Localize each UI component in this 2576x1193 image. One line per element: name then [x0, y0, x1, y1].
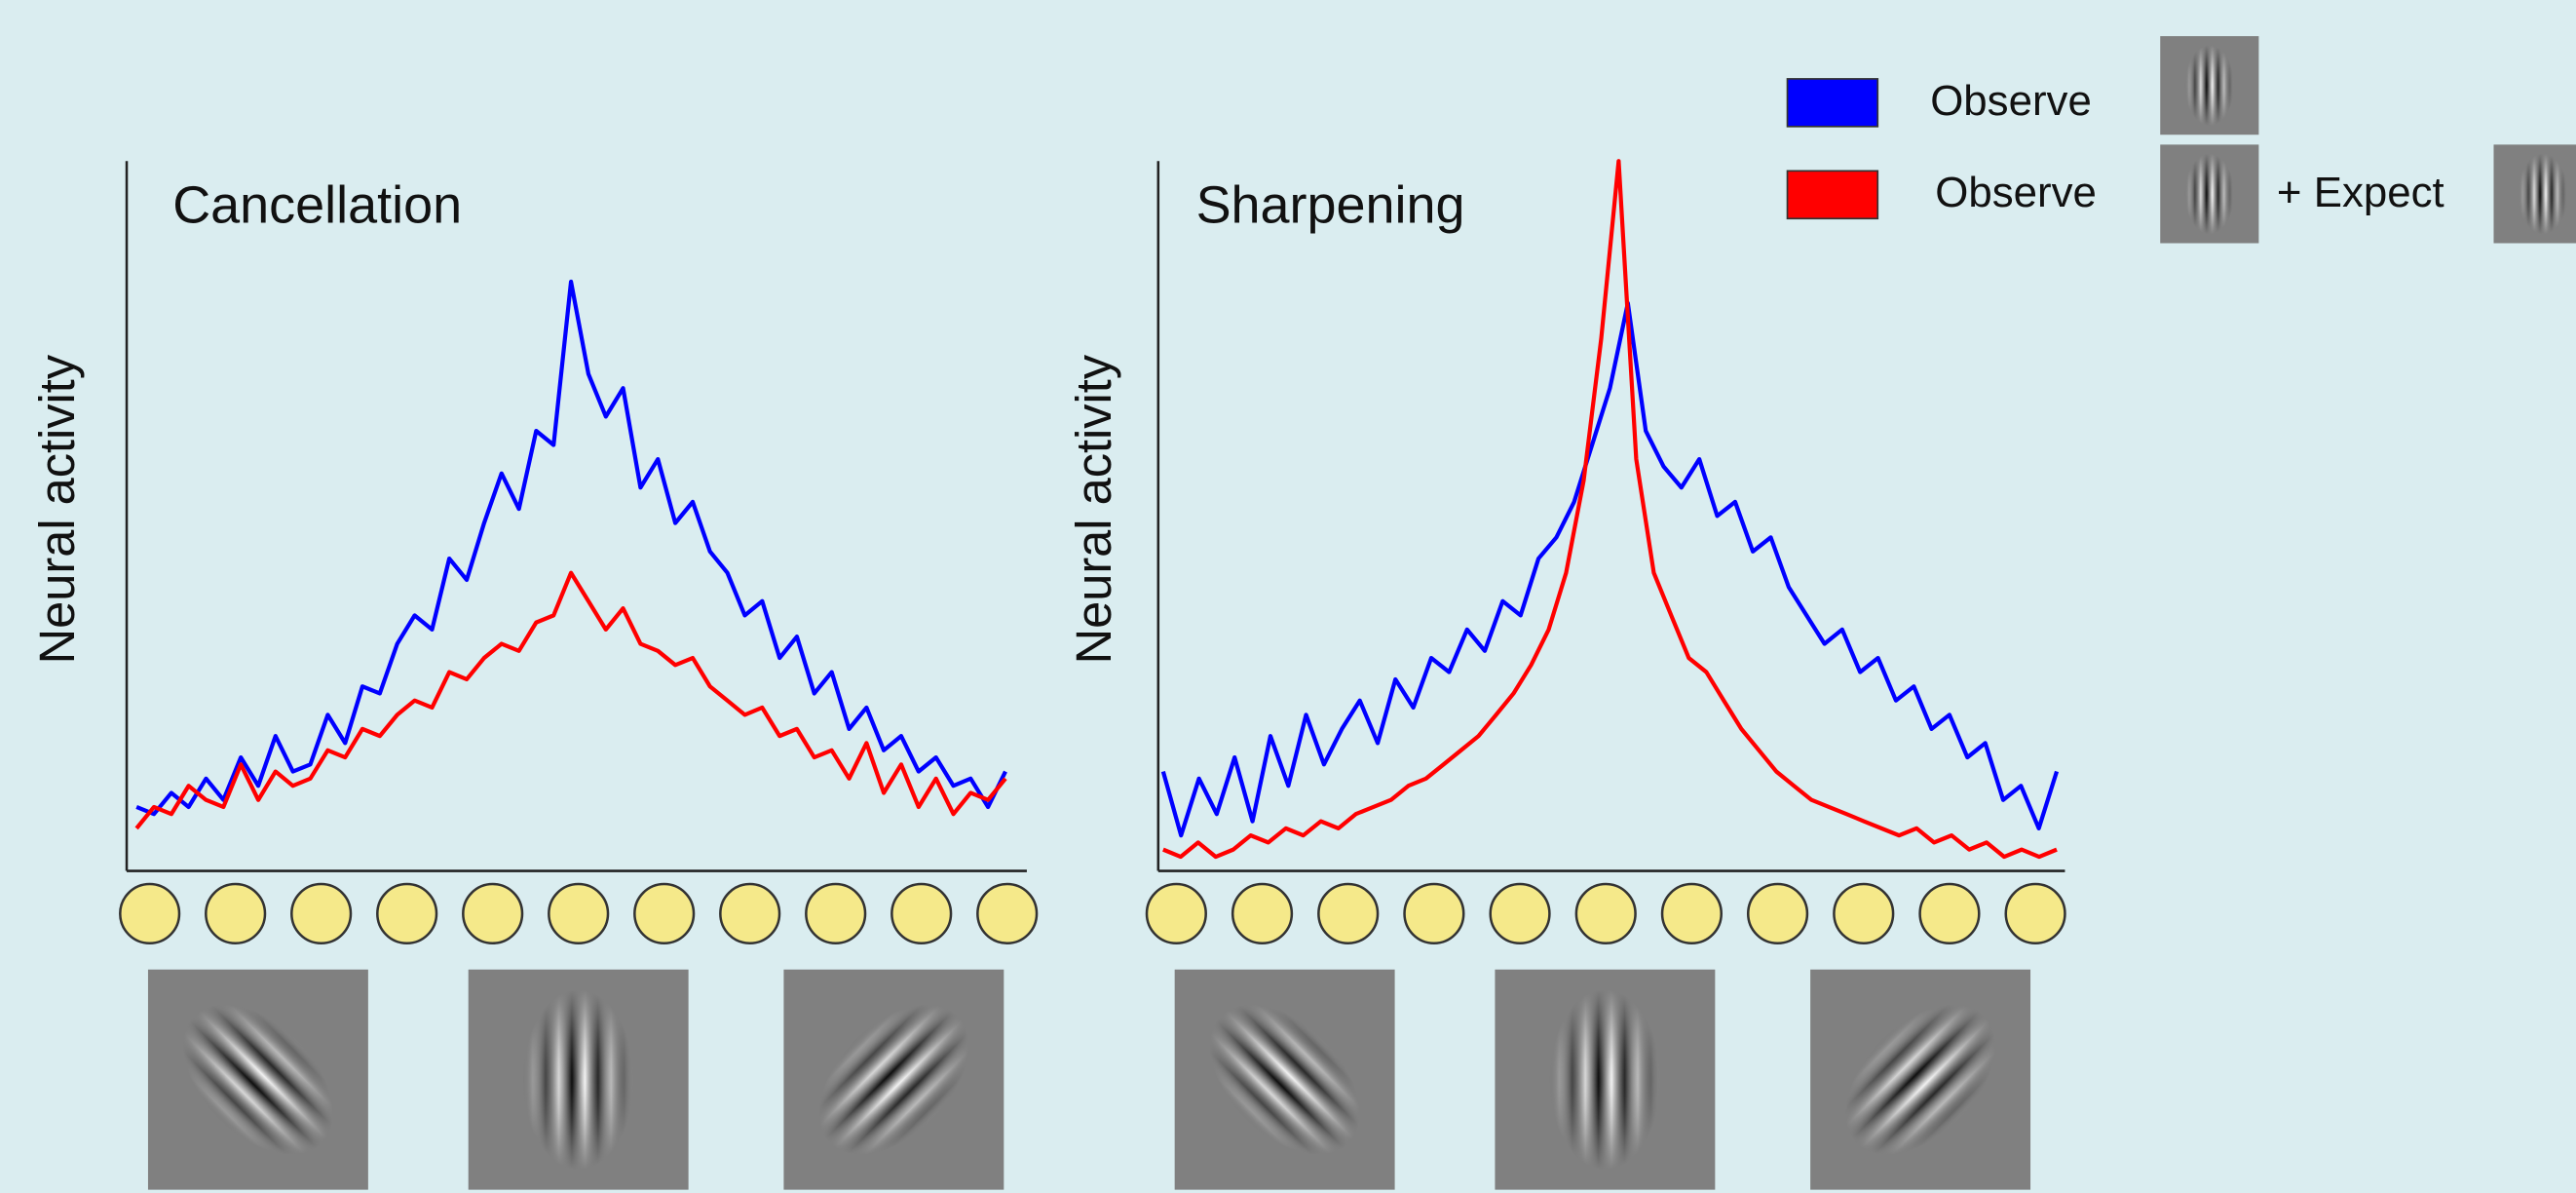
- neuron: [720, 884, 779, 943]
- neuron: [463, 884, 522, 943]
- neuron: [1491, 884, 1550, 943]
- neuron: [1748, 884, 1807, 943]
- neuron: [2006, 884, 2065, 943]
- grating-stripes: [2160, 36, 2258, 135]
- y-axis-label: Neural activity: [29, 354, 85, 664]
- grating: [1495, 970, 1715, 1190]
- neuron: [1662, 884, 1722, 943]
- neuron: [1405, 884, 1464, 943]
- page: {"chart_data": [ {"type": "line", "title…: [0, 0, 2576, 1193]
- neuron: [120, 884, 179, 943]
- legend-swatch: [1788, 79, 1878, 127]
- grating-stripes: [2493, 144, 2576, 243]
- legend-label: Observe: [1935, 169, 2097, 216]
- grating: [469, 970, 689, 1190]
- chart-title: Sharpening: [1196, 175, 1465, 234]
- neuron: [1834, 884, 1893, 943]
- neuron: [1147, 884, 1206, 943]
- neuron: [977, 884, 1037, 943]
- chart-title: Cancellation: [172, 175, 462, 234]
- neuron: [291, 884, 351, 943]
- legend-swatch: [1788, 171, 1878, 218]
- neuron: [549, 884, 608, 943]
- grating-stripes: [469, 970, 689, 1190]
- grating: [2160, 144, 2258, 243]
- grating: [2493, 144, 2576, 243]
- neuron: [1576, 884, 1636, 943]
- neuron: [634, 884, 694, 943]
- grating-stripes: [2160, 144, 2258, 243]
- neuron: [806, 884, 865, 943]
- neuron: [377, 884, 436, 943]
- figure: Cancellation Neural activity Sharpening Neu…: [0, 0, 2576, 1193]
- legend-label: Observe: [1930, 77, 2092, 125]
- legend-label: + Expect: [2277, 169, 2444, 216]
- y-axis-label: Neural activity: [1066, 354, 1121, 664]
- neuron: [1318, 884, 1378, 943]
- grating-stripes: [1495, 970, 1715, 1190]
- grating: [2160, 36, 2258, 135]
